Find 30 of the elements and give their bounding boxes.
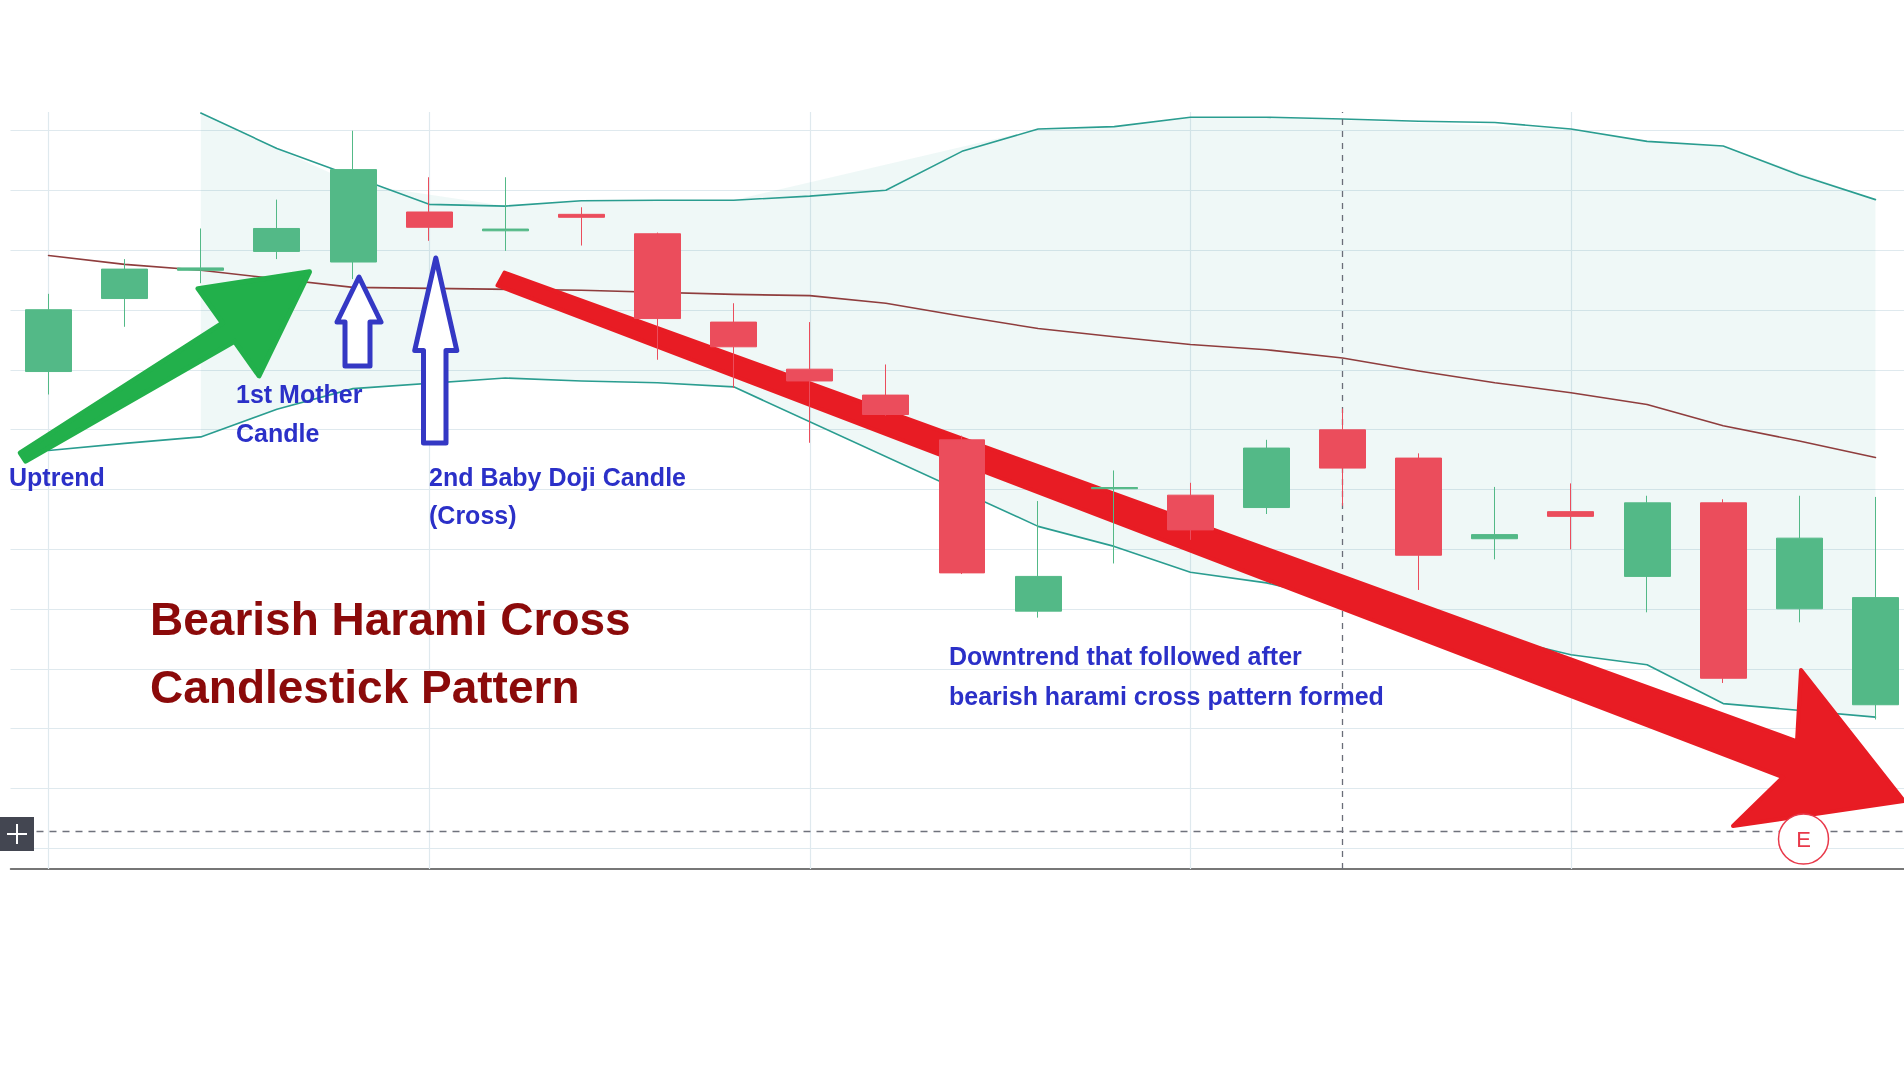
candlestick [1700, 498, 1747, 684]
candlestick [1852, 496, 1899, 720]
candlestick [1776, 495, 1823, 623]
candlestick [406, 176, 453, 242]
candlestick [1091, 469, 1138, 564]
candlestick [786, 321, 833, 444]
candlestick [482, 176, 529, 252]
letter-badge-icon: E [1777, 813, 1830, 865]
candlestick [1547, 482, 1594, 550]
candlestick [1319, 408, 1366, 507]
candlestick [1167, 482, 1214, 541]
candlestick [25, 293, 72, 395]
candlestick [101, 258, 148, 328]
text: Bearish Harami Cross Candlestick Pattern [150, 593, 631, 713]
candlestick [1471, 486, 1518, 560]
candlestick [330, 130, 377, 280]
candlestick [1395, 452, 1442, 591]
candlestick [939, 435, 985, 575]
candlestick [634, 232, 681, 361]
candlestick [177, 227, 224, 284]
candlestick [710, 302, 757, 389]
annotation: 2nd Baby Doji Candle (Cross) [429, 463, 687, 529]
candlestick [1624, 495, 1671, 613]
annotation: Uptrend [9, 463, 105, 491]
candlestick [862, 363, 909, 417]
candlestick [253, 199, 300, 260]
annotation: Downtrend that followed after bearish harami cross pattern formed [949, 642, 1384, 710]
candlestick [1015, 500, 1062, 619]
candlestick [1243, 439, 1290, 515]
candlestick [558, 206, 605, 247]
